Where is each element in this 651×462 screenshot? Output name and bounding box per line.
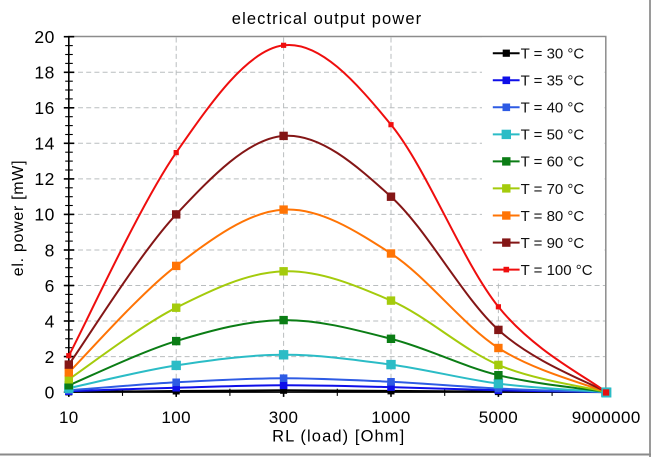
svg-text:electrical output power: electrical output power xyxy=(232,10,422,28)
svg-text:20: 20 xyxy=(34,27,54,47)
svg-text:T = 80 °C: T = 80 °C xyxy=(521,208,585,225)
svg-text:4: 4 xyxy=(45,311,55,331)
svg-text:16: 16 xyxy=(34,98,54,118)
svg-text:8: 8 xyxy=(45,240,55,260)
svg-text:T = 30 °C: T = 30 °C xyxy=(521,46,585,63)
svg-text:T = 70 °C: T = 70 °C xyxy=(521,181,585,198)
svg-text:0: 0 xyxy=(45,382,55,402)
svg-text:6: 6 xyxy=(45,276,55,296)
svg-text:14: 14 xyxy=(34,134,54,154)
svg-text:RL (load) [Ohm]: RL (load) [Ohm] xyxy=(272,428,405,446)
svg-text:T = 100 °C: T = 100 °C xyxy=(521,262,593,279)
svg-text:T = 90 °C: T = 90 °C xyxy=(521,235,585,252)
svg-text:100: 100 xyxy=(161,408,191,427)
svg-text:10: 10 xyxy=(34,205,54,225)
svg-text:T = 60 °C: T = 60 °C xyxy=(521,154,585,171)
svg-text:T = 40 °C: T = 40 °C xyxy=(521,100,585,117)
svg-text:1000: 1000 xyxy=(371,408,410,427)
svg-text:12: 12 xyxy=(34,169,54,189)
svg-text:2: 2 xyxy=(45,347,55,367)
svg-text:300: 300 xyxy=(269,408,299,427)
svg-text:el. power [mW]: el. power [mW] xyxy=(10,160,27,277)
svg-text:18: 18 xyxy=(34,63,54,83)
svg-text:T = 35 °C: T = 35 °C xyxy=(521,73,585,90)
svg-text:9000000: 9000000 xyxy=(572,408,641,427)
svg-text:5000: 5000 xyxy=(479,408,518,427)
svg-text:10: 10 xyxy=(59,408,79,427)
svg-text:T = 50 °C: T = 50 °C xyxy=(521,127,585,144)
